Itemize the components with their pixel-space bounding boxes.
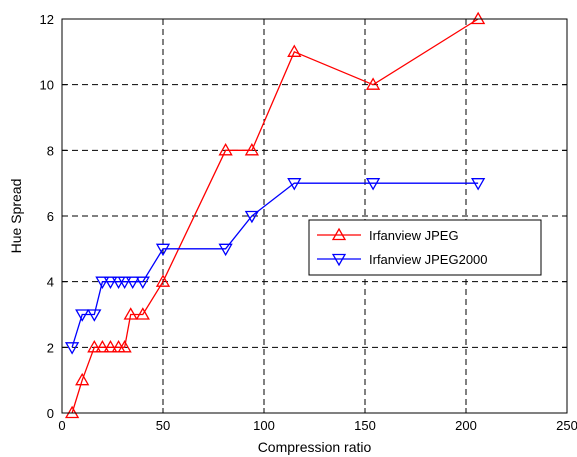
data-point [244,143,260,156]
data-point [64,342,80,355]
data-point [470,11,486,25]
data-point [135,307,150,320]
data-point [95,340,110,353]
data-point [365,178,381,191]
data-point [87,309,102,322]
data-point [117,340,132,353]
data-point [103,276,118,289]
data-point [287,178,302,191]
legend: Irfanview JPEG Irfanview JPEG2000 [308,219,542,276]
y-tick-label: 12 [40,12,54,27]
x-tick-label: 150 [354,418,376,433]
y-tick-label: 0 [47,406,54,421]
data-point [95,276,110,289]
data-point [75,372,90,386]
data-point [123,307,138,320]
data-point [135,276,150,289]
x-tick-label: 250 [556,418,577,433]
data-point [103,340,118,353]
data-point [218,143,233,156]
data-point [244,210,260,224]
series-line [71,182,479,348]
series-layer [64,11,486,419]
legend-label: Irfanview JPEG [369,228,459,243]
y-tick-label: 10 [40,78,54,93]
axis-ticks: 0 50 100 150 200 250 0 2 4 6 8 10 12 [40,12,577,433]
legend-box [308,219,542,276]
data-point [365,77,381,90]
data-point [117,276,132,289]
x-tick-label: 0 [58,418,65,433]
data-point [75,309,90,322]
data-point [287,44,302,57]
x-tick-label: 50 [156,418,170,433]
data-point [218,243,233,257]
data-point [125,276,140,289]
y-tick-label: 2 [47,340,54,355]
y-axis-label: Hue Spread [8,179,24,254]
legend-marker [331,227,347,241]
data-point [470,178,486,191]
legend-label: Irfanview JPEG2000 [369,252,488,267]
legend-marker [331,253,347,267]
y-tick-label: 4 [47,275,54,290]
x-tick-label: 100 [253,418,275,433]
series-0 [64,11,486,419]
data-point [155,243,171,257]
x-tick-label: 200 [455,418,477,433]
data-point [155,274,171,287]
data-point [64,405,80,419]
y-tick-label: 8 [47,143,54,158]
x-axis-label: Compression ratio [258,439,372,455]
series-1 [64,178,486,355]
y-tick-label: 6 [47,209,54,224]
data-point [87,340,102,353]
